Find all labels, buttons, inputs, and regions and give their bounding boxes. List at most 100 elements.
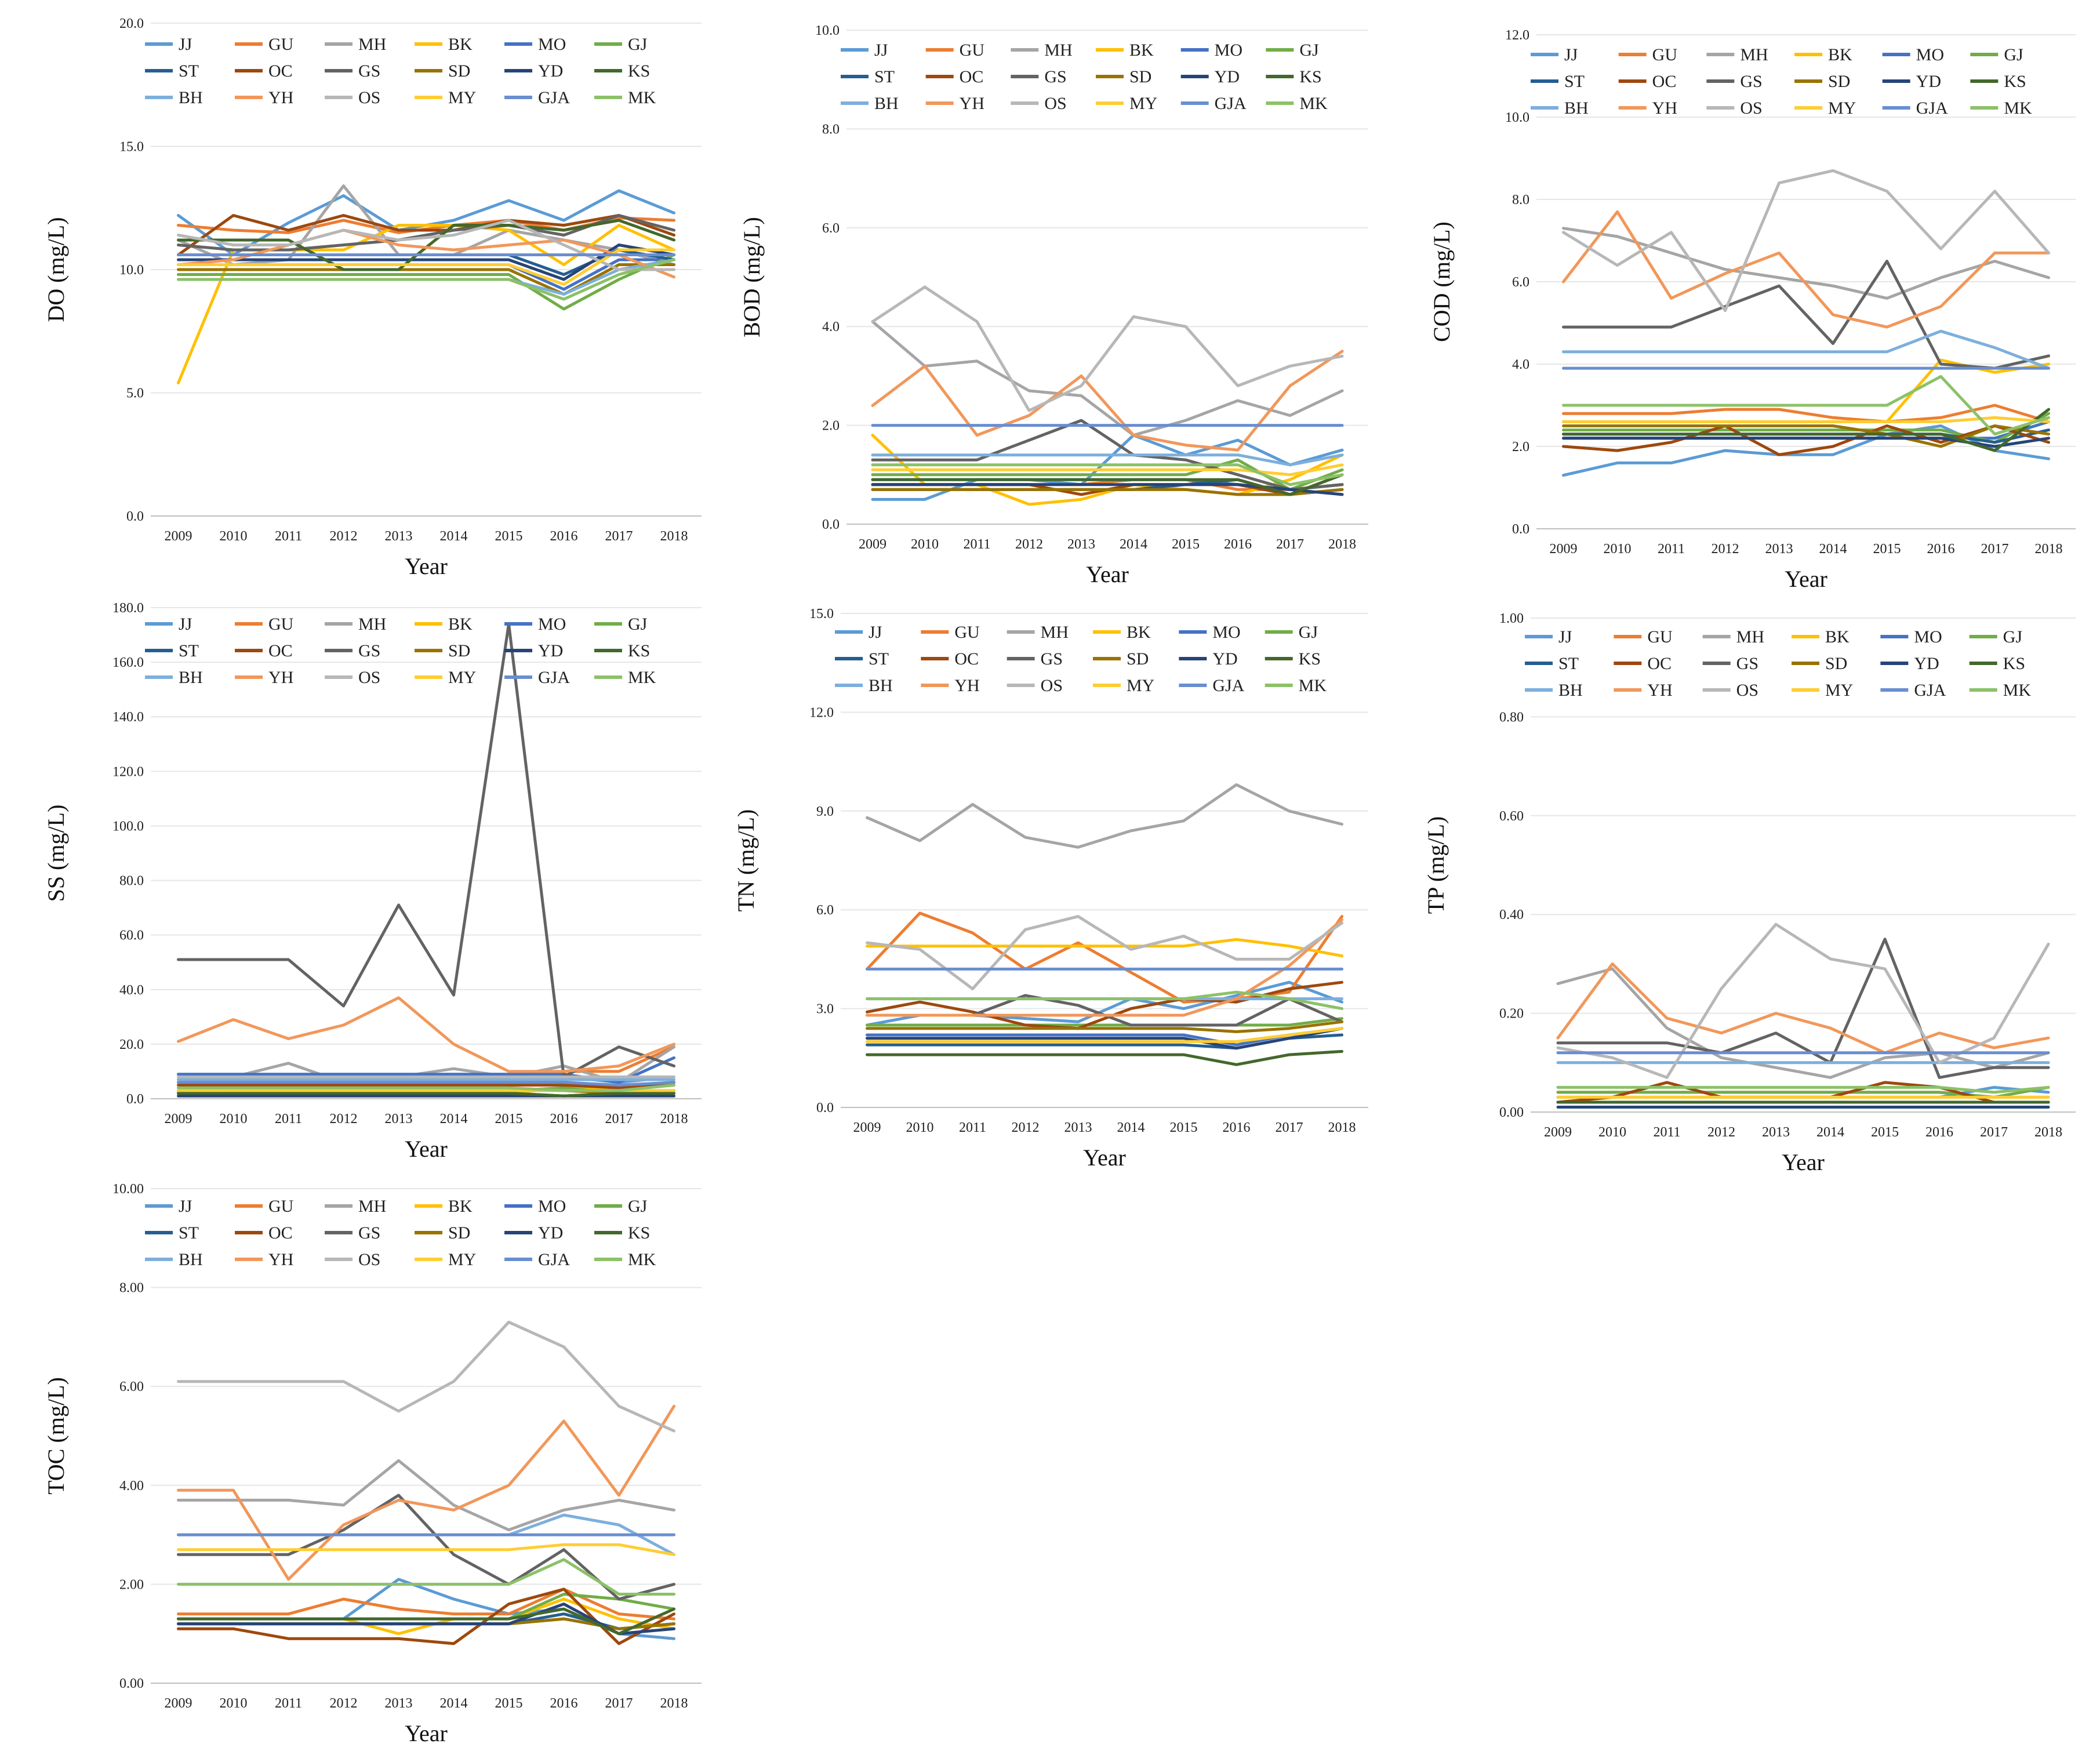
legend-item-yd: YD [1880, 654, 1939, 673]
legend-item-gs: GS [325, 641, 380, 660]
legend-label: OS [1041, 676, 1063, 695]
series-line-oc [177, 1587, 675, 1645]
legend-label: JJ [874, 41, 888, 60]
legend-label: YD [1916, 72, 1941, 91]
legend-item-jj: JJ [145, 615, 192, 634]
series-line-os [1562, 169, 2050, 313]
x-tick-label: 2014 [440, 529, 468, 544]
legend-label: BK [448, 35, 473, 54]
legend-label: MO [1914, 627, 1942, 646]
series-line-mh [1562, 227, 2050, 300]
x-tick-label: 2014 [1816, 1125, 1844, 1140]
series-line-yh [871, 350, 1344, 452]
legend-label: GJA [538, 88, 570, 107]
x-tick-label: 2009 [1544, 1125, 1572, 1140]
bod-chart: 0.0 2.0 4.0 6.0 8.0 10.0 2009 2010 2011 2012 2013 2… [739, 23, 1368, 587]
y-tick-label: 10.0 [815, 23, 840, 38]
y-tick-label: 140.0 [112, 710, 144, 725]
x-tick-label: 2011 [963, 537, 990, 552]
y-tick-label: 6.0 [816, 903, 834, 918]
legend-item-jj: JJ [835, 623, 882, 642]
legend-item-gu: GU [235, 35, 294, 54]
legend-label: OS [358, 88, 380, 107]
legend-label: GU [268, 35, 294, 54]
legend-item-sd: SD [1792, 654, 1847, 673]
x-tick-label: 2013 [1765, 542, 1793, 557]
series-line-sd [1562, 424, 2050, 448]
legend-item-oc: OC [235, 1223, 293, 1243]
y-tick-label: 2.0 [822, 419, 840, 434]
legend-label: GS [1736, 654, 1759, 673]
tp-chart: 0.00 0.20 0.40 0.60 0.80 1.00 2009 2010 2011 2012… [1423, 611, 2076, 1175]
series-line-ks [866, 1049, 1343, 1066]
series-line-yd [866, 1027, 1343, 1050]
x-tick-label: 2017 [605, 1696, 633, 1711]
series-line-oc [1562, 424, 2050, 456]
legend-item-jj: JJ [145, 35, 192, 54]
legend-label: BH [179, 1250, 203, 1269]
legend-item-jj: JJ [841, 41, 888, 60]
legend-item-gja: GJA [504, 88, 570, 107]
legend-item-jj: JJ [1525, 627, 1572, 646]
legend-label: MH [358, 1197, 386, 1216]
series-line-yd [177, 1603, 675, 1636]
series-line-ks [871, 473, 1344, 496]
y-tick-label: 10.0 [119, 263, 144, 278]
y-tick-label: 15.0 [809, 606, 834, 622]
x-tick-label: 2017 [1980, 1125, 2008, 1140]
x-axis-title: Year [1083, 1145, 1126, 1171]
x-tick-label: 2015 [1873, 542, 1901, 557]
y-tick-label: 40.0 [119, 983, 144, 998]
legend-label: GJ [628, 35, 648, 54]
legend-item-yh: YH [235, 1250, 293, 1269]
x-tick-label: 2011 [275, 1696, 302, 1711]
x-tick-label: 2012 [330, 1111, 358, 1127]
x-tick-label: 2011 [1658, 542, 1685, 557]
y-tick-label: 0.20 [1499, 1007, 1524, 1022]
series-line-mh [871, 320, 1344, 437]
y-tick-label: 120.0 [112, 764, 144, 779]
x-axis-title: Year [1086, 561, 1129, 587]
legend-label: MO [1215, 41, 1242, 60]
legend-label: GS [358, 641, 380, 660]
legend-label: GU [954, 623, 980, 642]
y-tick-label: 4.0 [1512, 357, 1529, 372]
x-tick-label: 2017 [1276, 537, 1304, 552]
legend-item-yd: YD [504, 61, 563, 81]
legend-label: BK [1825, 627, 1850, 646]
legend-item-gja: GJA [1880, 681, 1946, 700]
y-tick-label: 10.0 [1505, 110, 1529, 125]
legend-label: YH [268, 1250, 293, 1269]
x-tick-label: 2017 [1981, 542, 2009, 557]
legend-item-mo: MO [504, 1197, 566, 1216]
legend-label: MH [358, 615, 386, 634]
legend-item-mh: MH [325, 1197, 386, 1216]
legend-item-st: ST [1525, 654, 1579, 673]
legend-label: KS [628, 61, 650, 81]
legend-label: JJ [869, 623, 882, 642]
y-tick-label: 4.00 [119, 1478, 144, 1494]
x-tick-label: 2016 [550, 1111, 578, 1127]
legend-label: YD [538, 1223, 563, 1243]
legend-item-gja: GJA [1179, 676, 1245, 695]
series-line-sd [177, 263, 675, 296]
legend-label: SD [1828, 72, 1850, 91]
legend-label: BH [1558, 681, 1583, 700]
series-line-mk [1562, 375, 2050, 436]
legend-label: GU [268, 1197, 294, 1216]
legend-item-os: OS [1702, 681, 1759, 700]
legend-item-mh: MH [1011, 41, 1073, 60]
series-line-bh [871, 453, 1344, 467]
x-tick-label: 2018 [660, 1696, 688, 1711]
x-tick-label: 2013 [385, 529, 413, 544]
y-tick-label: 3.0 [816, 1002, 834, 1017]
x-tick-label: 2010 [911, 537, 939, 552]
legend-label: YH [1652, 99, 1677, 118]
y-tick-label: 0.00 [1499, 1105, 1524, 1120]
legend-item-mh: MH [1702, 627, 1764, 646]
legend-label: MK [628, 668, 656, 687]
legend-label: YH [960, 94, 984, 113]
legend-item-bk: BK [1096, 41, 1154, 60]
series-line-gja [177, 1081, 675, 1087]
